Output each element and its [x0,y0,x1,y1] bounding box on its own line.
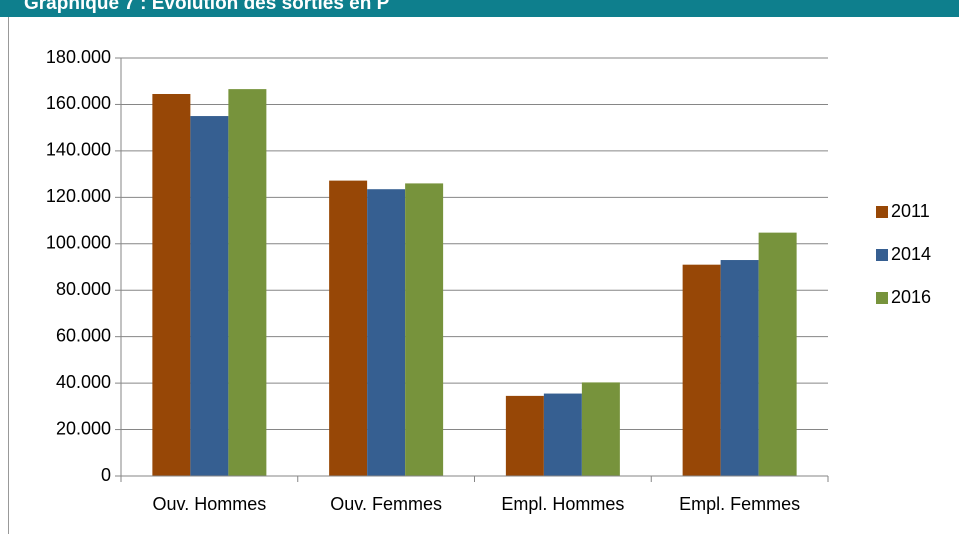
y-tick-label: 160.000 [46,93,111,113]
chart-title: Graphique 7 : Evolution des sorties en P [24,0,390,14]
y-tick-label: 100.000 [46,233,111,253]
x-tick-label: Empl. Femmes [679,494,800,514]
bar [405,183,444,476]
header-bar [0,0,959,17]
legend-swatch [876,249,888,261]
y-tick-label: 120.000 [46,186,111,206]
bar [228,89,267,477]
bar [190,116,229,477]
x-tick-label: Ouv. Femmes [330,494,442,514]
bar [720,260,759,476]
y-tick-label: 80.000 [56,279,111,299]
y-tick-label: 40.000 [56,372,111,392]
bar [152,93,191,476]
y-tick-label: 180.000 [46,47,111,67]
legend-swatch [876,206,888,218]
y-tick-label: 20.000 [56,418,111,438]
bar [367,189,406,476]
legend-label: 2011 [891,201,930,221]
bar [329,180,368,476]
legend-swatch [876,292,888,304]
x-tick-label: Empl. Hommes [501,494,624,514]
bar [543,393,582,476]
x-tick-label: Ouv. Hommes [153,494,267,514]
y-tick-label: 0 [101,465,111,485]
bar [758,232,797,476]
y-tick-label: 60.000 [56,325,111,345]
bar [505,395,544,476]
legend-label: 2016 [891,287,931,307]
bar [581,382,620,476]
bar [682,264,721,476]
legend-label: 2014 [891,244,931,264]
y-tick-label: 140.000 [46,140,111,160]
